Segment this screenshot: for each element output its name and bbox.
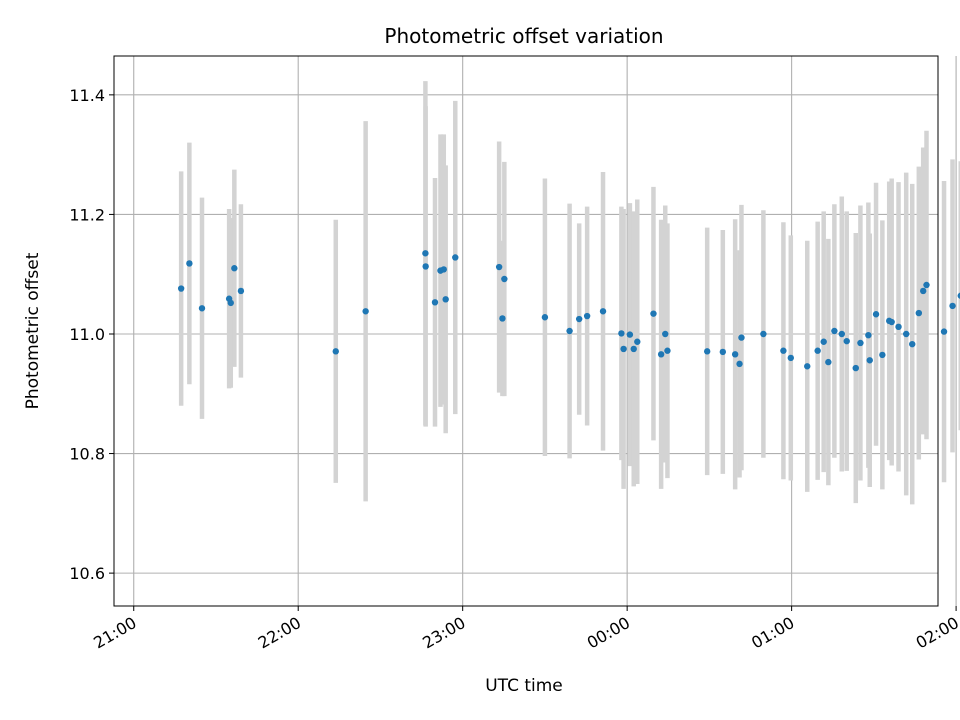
data-point	[231, 265, 238, 272]
data-point	[872, 311, 880, 318]
y-axis-label: Photometric offset	[23, 252, 43, 409]
data-point	[630, 345, 637, 353]
data-point	[664, 347, 671, 354]
data-point	[452, 254, 459, 261]
data-point	[583, 312, 591, 320]
data-point	[495, 263, 503, 271]
data-point	[760, 330, 767, 338]
data-point	[657, 351, 665, 358]
data-point	[620, 345, 627, 353]
data-point	[957, 292, 960, 299]
data-point	[852, 364, 859, 372]
y-tick-label: 10.6	[69, 564, 105, 583]
y-tick-label: 10.8	[69, 445, 105, 464]
x-axis-label: UTC time	[485, 676, 563, 696]
data-point	[186, 260, 193, 267]
data-point	[362, 308, 369, 315]
data-point	[738, 334, 745, 341]
data-point	[736, 360, 743, 368]
data-point	[237, 287, 245, 295]
data-point	[575, 315, 583, 323]
data-point	[895, 323, 902, 331]
data-point	[501, 275, 508, 283]
data-point	[422, 250, 429, 257]
data-point	[618, 330, 625, 337]
data-point	[634, 338, 641, 345]
data-point	[719, 348, 727, 356]
data-point	[198, 305, 206, 312]
data-point	[662, 330, 669, 338]
data-point	[879, 351, 886, 359]
data-point	[227, 299, 234, 307]
data-points	[177, 250, 960, 372]
data-point	[804, 363, 811, 370]
data-point	[780, 347, 787, 354]
data-point	[431, 299, 439, 306]
data-point	[866, 357, 873, 364]
plot-frame	[113, 55, 939, 607]
y-tick-label: 11.0	[69, 325, 105, 344]
chart-title: Photometric offset variation	[384, 24, 663, 48]
data-point	[499, 315, 506, 322]
data-point	[650, 310, 657, 317]
data-point	[422, 263, 429, 270]
data-point	[825, 358, 832, 366]
data-point	[541, 314, 549, 321]
data-point	[820, 338, 827, 345]
y-tick-label: 11.4	[69, 86, 105, 105]
data-point	[915, 309, 923, 317]
data-point	[599, 308, 607, 315]
data-point	[919, 287, 927, 295]
data-point	[949, 302, 956, 310]
data-point	[843, 337, 850, 345]
data-point	[177, 285, 185, 292]
data-point	[442, 296, 449, 303]
data-point	[903, 330, 910, 338]
data-point	[940, 328, 948, 335]
data-point	[923, 281, 930, 289]
data-point	[440, 266, 447, 273]
data-point	[626, 331, 634, 338]
plot-area	[114, 56, 938, 606]
data-point	[332, 348, 339, 355]
data-point	[857, 339, 864, 347]
data-point	[909, 340, 916, 348]
data-point	[888, 318, 895, 326]
data-point	[865, 331, 872, 339]
y-tick-label: 11.2	[69, 205, 105, 224]
data-point	[814, 347, 821, 354]
data-point	[838, 330, 845, 338]
data-point	[831, 327, 838, 335]
data-point	[703, 348, 711, 355]
data-point	[731, 351, 739, 358]
data-point	[566, 327, 573, 335]
grid-lines	[114, 56, 957, 606]
data-point	[787, 354, 794, 362]
